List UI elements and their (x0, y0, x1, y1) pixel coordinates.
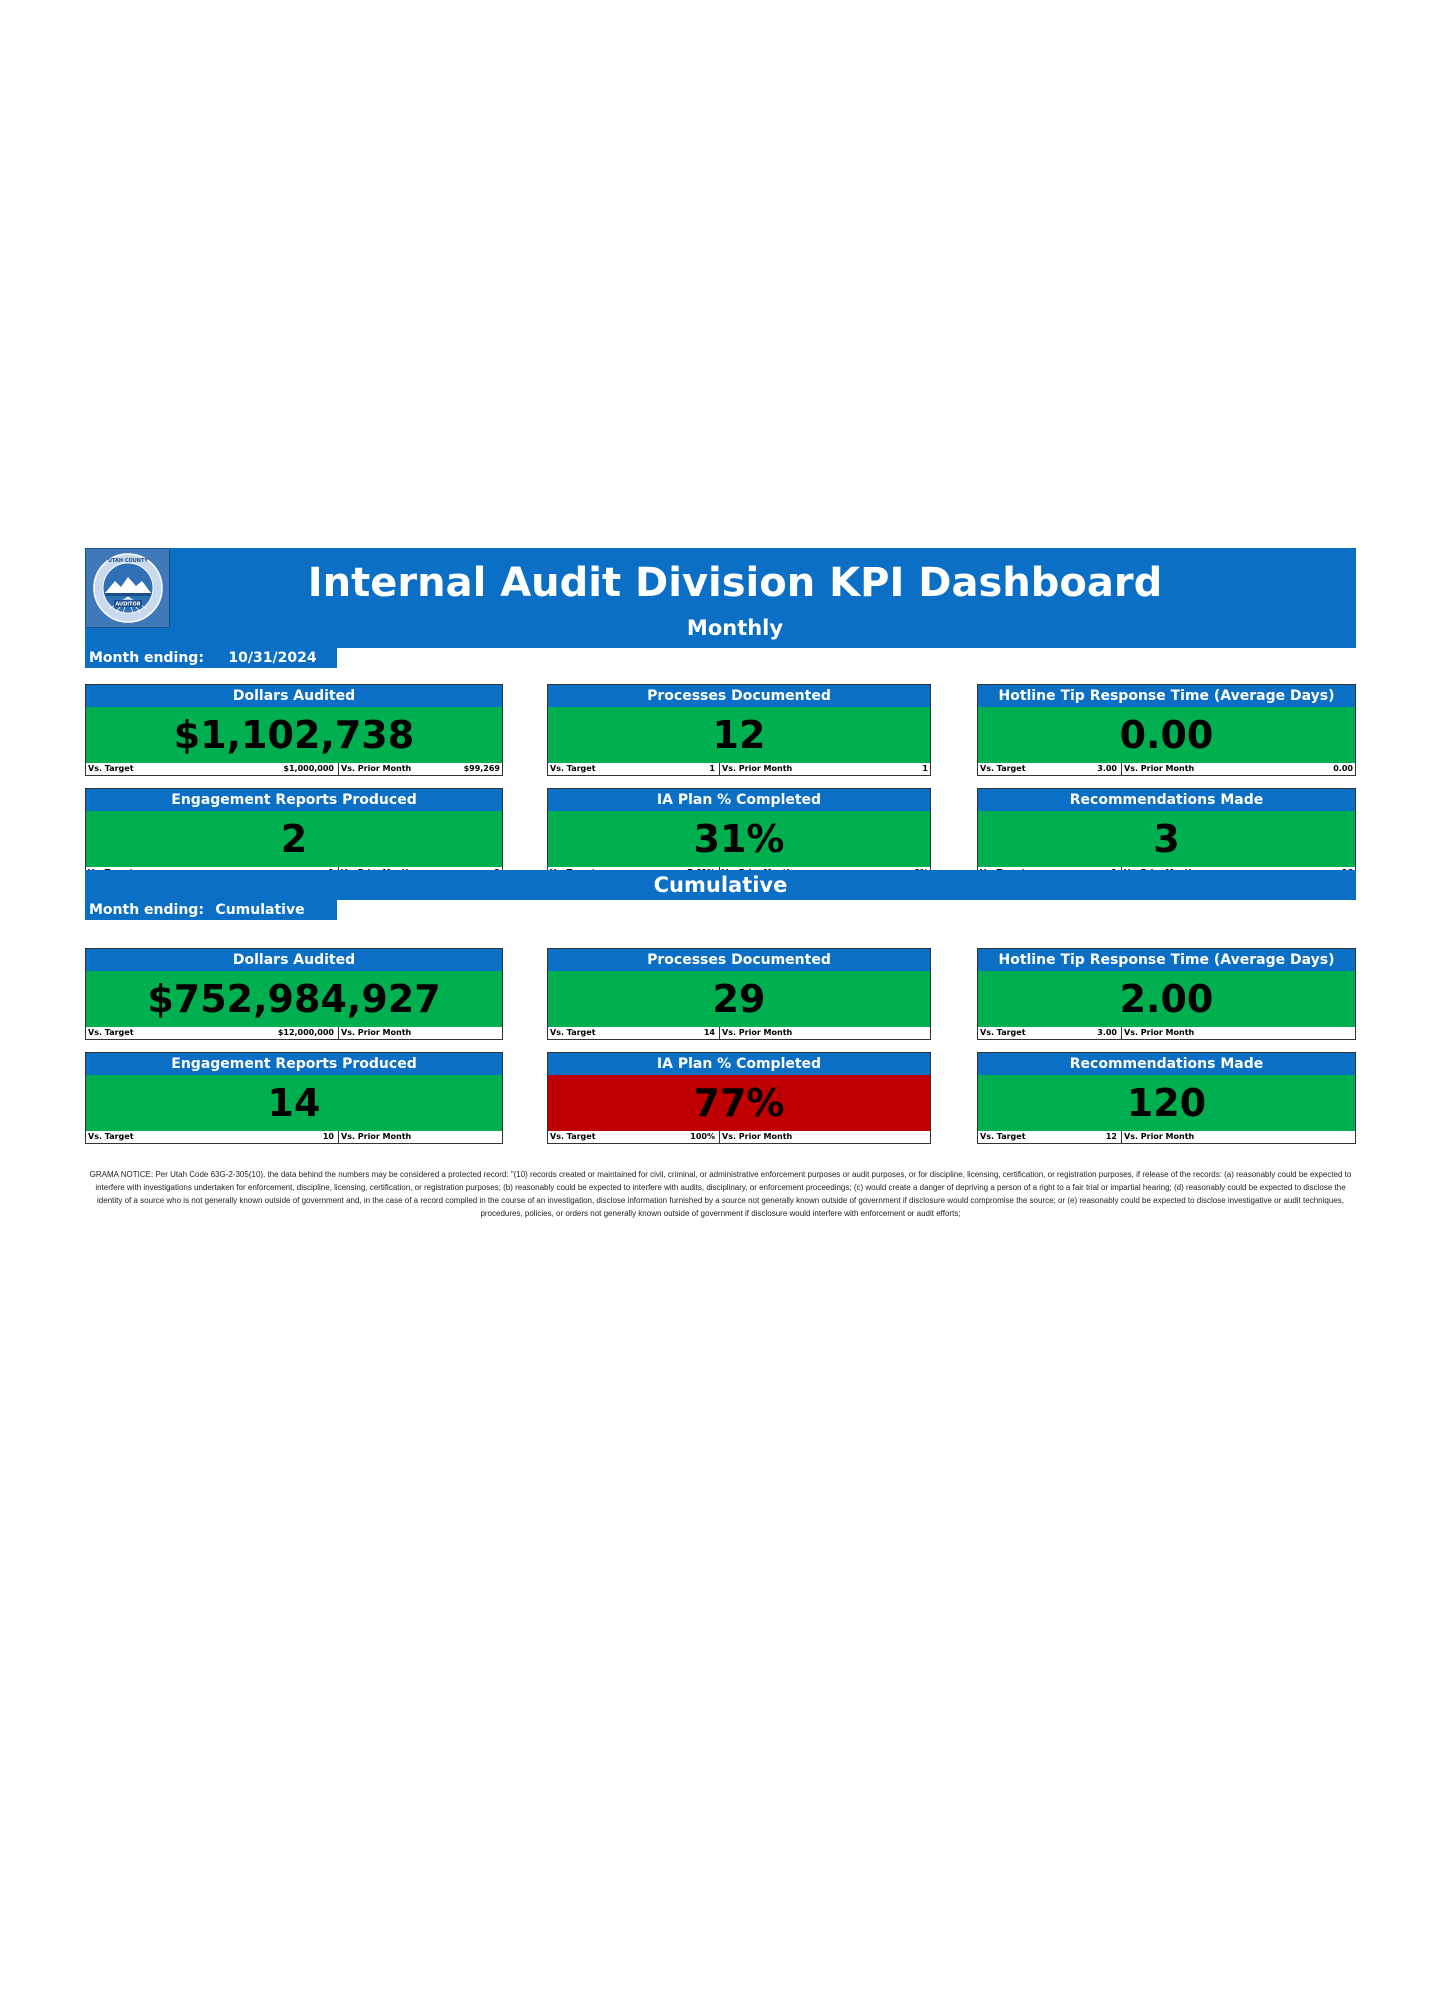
kpi-card-title: Hotline Tip Response Time (Average Days) (978, 949, 1355, 971)
grama-notice: GRAMA NOTICE: Per Utah Code 63G-2-305(10… (89, 1170, 1352, 1218)
footer-divider (1121, 763, 1122, 775)
kpi-card-footer: Vs. Target 10 Vs. Prior Month (86, 1131, 502, 1143)
vs-prior-month-label: Vs. Prior Month (722, 764, 793, 773)
vs-target-value: 3.00 (1097, 764, 1117, 773)
kpi-card-value: 77% (548, 1075, 930, 1131)
footer-divider (338, 1131, 339, 1143)
kpi-card: Processes Documented 29 Vs. Target 14 Vs. Pr… (547, 948, 931, 1040)
month-ending-row: Month ending: 10/31/2024 (85, 648, 337, 668)
vs-prior-month-label: Vs. Prior Month (341, 1132, 412, 1141)
kpi-card-value: 12 (548, 707, 930, 763)
vs-target-label: Vs. Target (550, 1132, 596, 1141)
vs-prior-month-value: $99,269 (463, 764, 500, 773)
vs-target-label: Vs. Target (88, 764, 134, 773)
kpi-card-title: IA Plan % Completed (548, 789, 930, 811)
kpi-card-value: 31% (548, 811, 930, 867)
vs-prior-month-label: Vs. Prior Month (722, 1028, 793, 1037)
kpi-card-value: 2.00 (978, 971, 1355, 1027)
kpi-card-title: Processes Documented (548, 685, 930, 707)
svg-text:UTAH COUNTY: UTAH COUNTY (107, 558, 147, 564)
month-ending-value: Cumulative Year (215, 902, 305, 938)
auditor-seal-icon: UTAH COUNTY AUDITOR (92, 553, 163, 623)
vs-target-label: Vs. Target (88, 1028, 134, 1037)
cumulative-month-ending-row: Month ending: Cumulative Year (85, 900, 337, 938)
kpi-card-title: Processes Documented (548, 949, 930, 971)
vs-prior-month-value: 1 (922, 764, 928, 773)
vs-prior-month-value: 0.00 (1333, 764, 1353, 773)
kpi-card-title: Hotline Tip Response Time (Average Days) (978, 685, 1355, 707)
vs-target-label: Vs. Target (980, 1028, 1026, 1037)
kpi-card-footer: Vs. Target 1 Vs. Prior Month 1 (548, 763, 930, 775)
footer-divider (338, 1027, 339, 1039)
vs-prior-month-label: Vs. Prior Month (1124, 764, 1195, 773)
kpi-card: Processes Documented 12 Vs. Target 1 Vs. Pri… (547, 684, 931, 776)
kpi-card-title: Dollars Audited (86, 685, 502, 707)
month-ending-label: Month ending: (89, 650, 204, 666)
vs-target-label: Vs. Target (88, 1132, 134, 1141)
month-ending-label: Month ending: (89, 902, 204, 918)
kpi-card: Dollars Audited $752,984,927 Vs. Target $12… (85, 948, 503, 1040)
kpi-card: IA Plan % Completed 77% Vs. Target 100% Vs. … (547, 1052, 931, 1144)
kpi-card-value: $752,984,927 (86, 971, 502, 1027)
footer-divider (719, 763, 720, 775)
vs-prior-month-label: Vs. Prior Month (341, 764, 412, 773)
kpi-card: Engagement Reports Produced2Vs. Target1V… (85, 788, 503, 880)
kpi-card-value: 120 (978, 1075, 1355, 1131)
kpi-card-value: $1,102,738 (86, 707, 502, 763)
kpi-card-title: IA Plan % Completed (548, 1053, 930, 1075)
month-ending-value: 10/31/2024 (228, 650, 317, 666)
footer-divider (719, 1027, 720, 1039)
kpi-card: Engagement Reports Produced 14 Vs. Target 1… (85, 1052, 503, 1144)
vs-prior-month-label: Vs. Prior Month (1124, 1028, 1195, 1037)
vs-target-label: Vs. Target (550, 764, 596, 773)
vs-target-value: 3.00 (1097, 1028, 1117, 1037)
kpi-card-value: 3 (978, 811, 1355, 867)
kpi-card: Recommendations Made 120 Vs. Target 12 Vs. P… (977, 1052, 1356, 1144)
kpi-card-footer: Vs. Target 14 Vs. Prior Month (548, 1027, 930, 1039)
footer-divider (1121, 1131, 1122, 1143)
kpi-card-footer: Vs. Target $1,000,000 Vs. Prior Month $99,2… (86, 763, 502, 775)
footer-divider (1121, 1027, 1122, 1039)
vs-prior-month-label: Vs. Prior Month (1124, 1132, 1195, 1141)
kpi-card-value: 2 (86, 811, 502, 867)
kpi-card-footer: Vs. Target 100% Vs. Prior Month (548, 1131, 930, 1143)
kpi-card-value: 29 (548, 971, 930, 1027)
vs-target-value: 14 (703, 1028, 715, 1037)
utah-county-auditor-logo: UTAH COUNTY AUDITOR (85, 548, 170, 628)
section-title-cumulative: Cumulative (85, 870, 1356, 900)
page-title: Internal Audit Division KPI Dashboard (307, 560, 1163, 606)
kpi-card-footer: Vs. Target 3.00 Vs. Prior Month 0.00 (978, 763, 1355, 775)
vs-target-value: 10 (322, 1132, 334, 1141)
kpi-card-footer: Vs. Target $12,000,000 Vs. Prior Month (86, 1027, 502, 1039)
kpi-card-title: Recommendations Made (978, 1053, 1355, 1075)
kpi-card-footer: Vs. Target 3.00 Vs. Prior Month (978, 1027, 1355, 1039)
vs-prior-month-label: Vs. Prior Month (341, 1028, 412, 1037)
kpi-card-footer: Vs. Target 12 Vs. Prior Month (978, 1131, 1355, 1143)
vs-target-value: 100% (690, 1132, 715, 1141)
kpi-card-value: 0.00 (978, 707, 1355, 763)
kpi-card-title: Engagement Reports Produced (86, 1053, 502, 1075)
vs-target-label: Vs. Target (550, 1028, 596, 1037)
kpi-card: Dollars Audited $1,102,738 Vs. Target $1,00… (85, 684, 503, 776)
vs-target-value: 12 (1105, 1132, 1117, 1141)
vs-target-label: Vs. Target (980, 764, 1026, 773)
vs-target-value: $1,000,000 (283, 764, 334, 773)
footer-divider (719, 1131, 720, 1143)
footer-divider (338, 763, 339, 775)
vs-target-value: $12,000,000 (277, 1028, 334, 1037)
kpi-card-title: Engagement Reports Produced (86, 789, 502, 811)
title-bar: UTAH COUNTY AUDITOR Internal Audit Divis… (85, 548, 1356, 648)
svg-text:AUDITOR: AUDITOR (115, 602, 140, 608)
section-title-monthly: Monthly (686, 616, 784, 640)
kpi-card: Hotline Tip Response Time (Average Days)… (977, 684, 1356, 776)
vs-target-label: Vs. Target (980, 1132, 1026, 1141)
kpi-card-value: 14 (86, 1075, 502, 1131)
vs-prior-month-label: Vs. Prior Month (722, 1132, 793, 1141)
kpi-card: Hotline Tip Response Time (Average Days)… (977, 948, 1356, 1040)
vs-target-value: 1 (709, 764, 715, 773)
kpi-card-title: Recommendations Made (978, 789, 1355, 811)
kpi-card-title: Dollars Audited (86, 949, 502, 971)
